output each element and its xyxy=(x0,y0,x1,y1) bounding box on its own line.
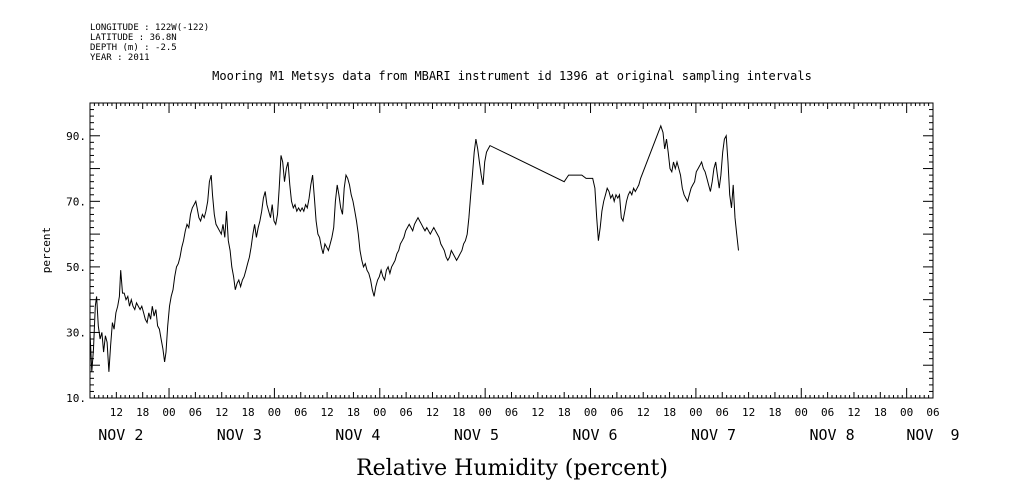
x-tick-label: 12 xyxy=(742,406,755,419)
y-tick-label: 90. xyxy=(66,130,86,143)
y-tick-label: 70. xyxy=(66,195,86,208)
x-tick-label: 00 xyxy=(268,406,281,419)
x-axis-label: Relative Humidity (percent) xyxy=(356,456,668,481)
depth-label: DEPTH (m) : -2.5 xyxy=(90,43,177,53)
y-tick-label: 30. xyxy=(66,326,86,339)
x-axis: 12 18 00 06 12 18 00 06 12 18 00 06 12 18 00 06 12 18 00 06… xyxy=(89,103,960,444)
x-tick-label: 06 xyxy=(821,406,834,419)
day-label: 9 xyxy=(950,426,959,444)
x-tick-label: 06 xyxy=(926,406,939,419)
x-tick-label: 18 xyxy=(136,406,149,419)
x-tick-label: 00 xyxy=(373,406,386,419)
x-tick-label: 12 xyxy=(847,406,860,419)
x-tick-label: 18 xyxy=(663,406,676,419)
x-tick-label: 12 xyxy=(320,406,333,419)
plot-frame xyxy=(89,102,934,399)
x-tick-label: 06 xyxy=(716,406,729,419)
day-label: NOV 4 xyxy=(335,426,380,444)
y-tick-label: 10. xyxy=(66,392,86,405)
x-tick-label: 12 xyxy=(531,406,544,419)
y-axis: 10. 30. 50. 70. 90. xyxy=(66,102,933,405)
x-tick-label: 06 xyxy=(505,406,518,419)
x-tick-label: 12 xyxy=(426,406,439,419)
x-tick-label: 00 xyxy=(584,406,597,419)
year-label: YEAR : 2011 xyxy=(90,53,150,63)
x-tick-label: 12 xyxy=(637,406,650,419)
x-tick-label: 06 xyxy=(610,406,623,419)
y-tick-label: 50. xyxy=(66,261,86,274)
day-label: NOV 7 xyxy=(691,426,736,444)
day-label: NOV 6 xyxy=(572,426,617,444)
day-label: NOV xyxy=(906,426,933,444)
x-tick-label: 18 xyxy=(241,406,254,419)
x-tick-label: 12 xyxy=(215,406,228,419)
day-label: NOV 5 xyxy=(454,426,499,444)
x-tick-label: 12 xyxy=(110,406,123,419)
latitude-label: LATITUDE : 36.8N xyxy=(90,33,177,43)
x-tick-label: 00 xyxy=(479,406,492,419)
x-tick-label: 18 xyxy=(452,406,465,419)
x-tick-label: 06 xyxy=(400,406,413,419)
x-tick-label: 00 xyxy=(689,406,702,419)
x-tick-label: 00 xyxy=(900,406,913,419)
x-tick-label: 18 xyxy=(768,406,781,419)
x-tick-label: 06 xyxy=(189,406,202,419)
day-label: NOV 8 xyxy=(809,426,854,444)
x-tick-label: 18 xyxy=(558,406,571,419)
longitude-label: LONGITUDE : 122W(-122) xyxy=(90,23,209,33)
x-tick-label: 00 xyxy=(795,406,808,419)
day-label: NOV 3 xyxy=(217,426,262,444)
x-tick-label: 06 xyxy=(294,406,307,419)
x-tick-label: 00 xyxy=(162,406,175,419)
series-line xyxy=(89,124,739,372)
x-tick-label: 18 xyxy=(874,406,887,419)
x-tick-label: 18 xyxy=(347,406,360,419)
chart-title: Mooring M1 Metsys data from MBARI instru… xyxy=(212,69,812,83)
y-axis-label: percent xyxy=(40,227,53,273)
day-label: NOV 2 xyxy=(98,426,143,444)
